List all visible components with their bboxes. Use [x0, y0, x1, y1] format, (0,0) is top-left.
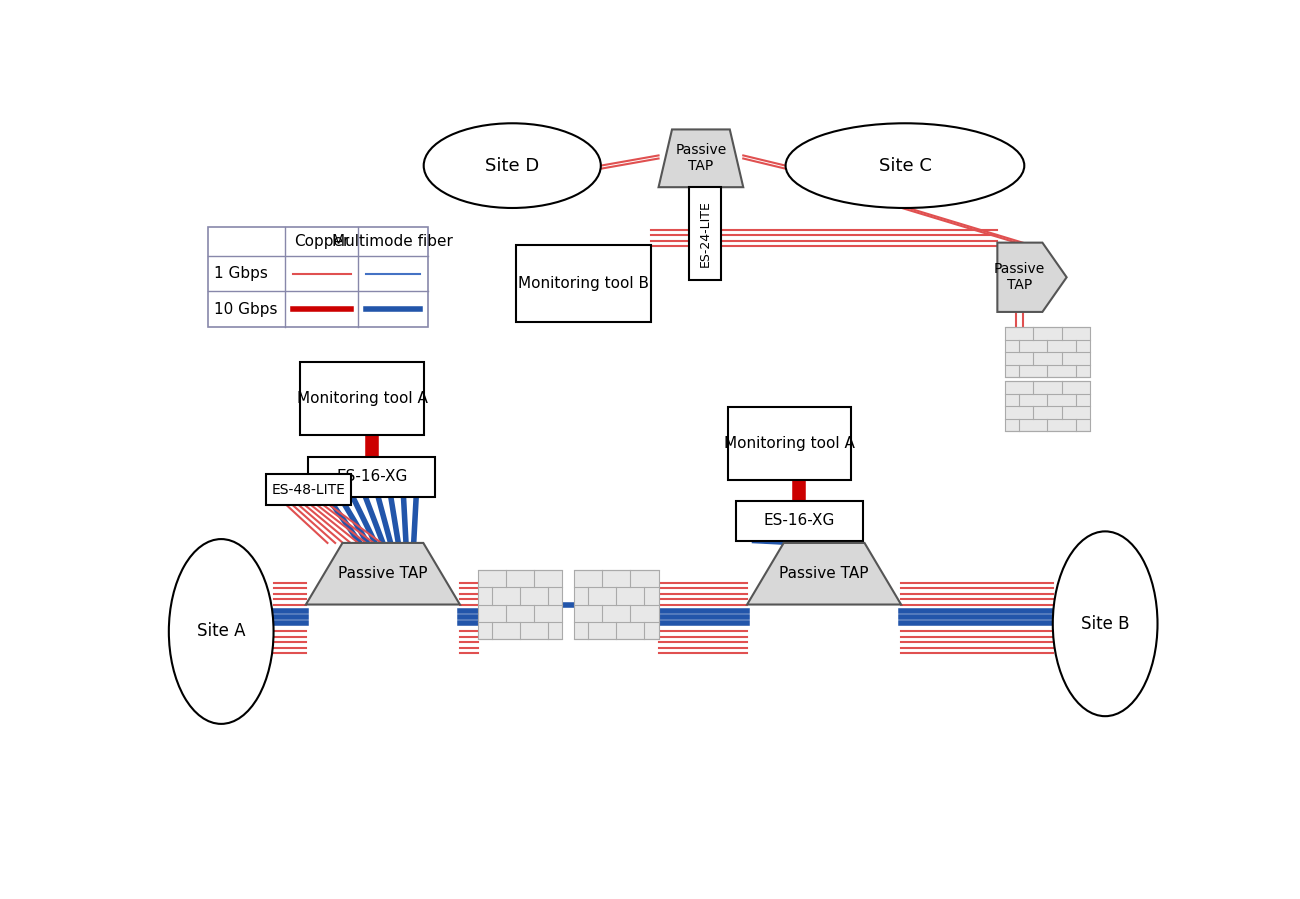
Text: Copper: Copper	[294, 235, 350, 249]
Text: Site D: Site D	[485, 156, 540, 174]
Bar	[477, 570, 563, 639]
Ellipse shape	[785, 123, 1024, 208]
Text: Passive TAP: Passive TAP	[779, 566, 868, 582]
Text: Passive TAP: Passive TAP	[338, 566, 428, 582]
Polygon shape	[747, 543, 901, 604]
Text: 10 Gbps: 10 Gbps	[214, 302, 278, 316]
Text: Multimode fiber: Multimode fiber	[333, 235, 454, 249]
Text: ES-16-XG: ES-16-XG	[763, 513, 835, 528]
Text: Site C: Site C	[879, 156, 931, 174]
Bar	[573, 570, 659, 639]
Text: 1 Gbps: 1 Gbps	[214, 266, 268, 281]
Text: Monitoring tool B: Monitoring tool B	[517, 276, 649, 291]
Text: Passive
TAP: Passive TAP	[675, 143, 727, 174]
Ellipse shape	[424, 123, 601, 208]
Text: Monitoring tool A: Monitoring tool A	[724, 436, 855, 450]
Bar	[265, 475, 351, 505]
Bar	[1005, 381, 1089, 432]
Polygon shape	[997, 243, 1066, 312]
Bar	[728, 406, 852, 480]
Text: ES-48-LITE: ES-48-LITE	[272, 483, 344, 497]
Polygon shape	[306, 543, 460, 604]
Text: Monitoring tool A: Monitoring tool A	[296, 391, 428, 406]
Ellipse shape	[169, 539, 273, 724]
Text: ES-16-XG: ES-16-XG	[335, 469, 407, 485]
Bar	[516, 245, 651, 322]
Bar	[308, 457, 436, 497]
Bar	[300, 362, 424, 435]
Bar	[1005, 327, 1089, 378]
Text: Site B: Site B	[1080, 615, 1130, 633]
Ellipse shape	[1053, 531, 1157, 717]
Bar	[689, 187, 722, 280]
Bar	[736, 501, 863, 540]
Polygon shape	[659, 129, 744, 187]
Text: Passive
TAP: Passive TAP	[994, 263, 1045, 292]
Text: ES-24-LITE: ES-24-LITE	[698, 200, 711, 267]
Text: Site A: Site A	[196, 622, 246, 640]
Bar	[208, 227, 428, 327]
